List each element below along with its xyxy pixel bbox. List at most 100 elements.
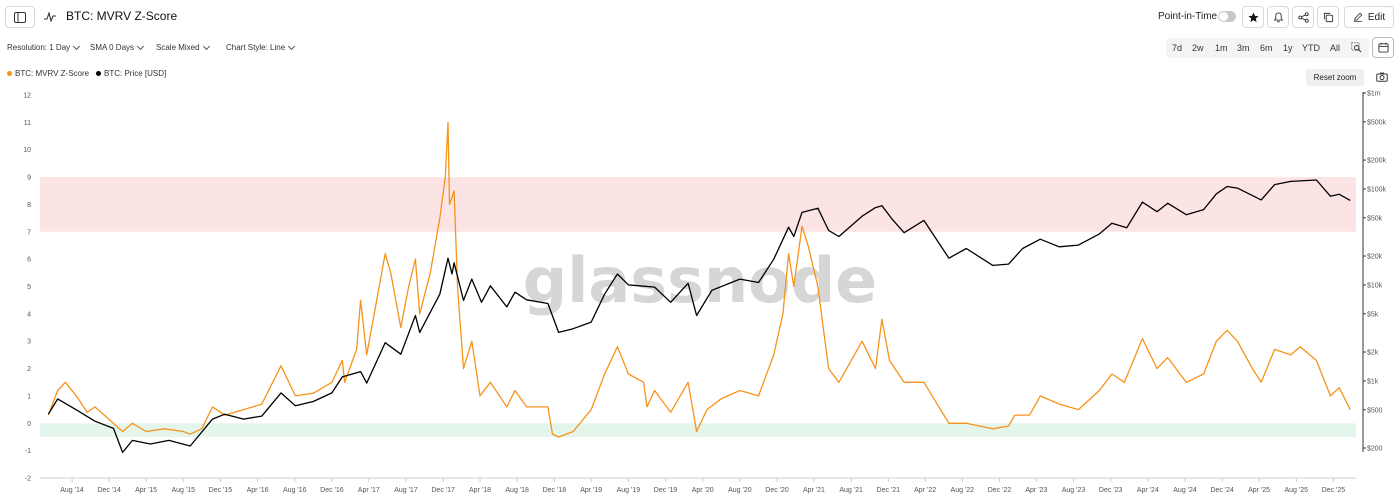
share-button[interactable]	[1292, 6, 1314, 28]
price-data-point	[1039, 238, 1042, 241]
zscore-data-point	[359, 299, 362, 302]
range-6m[interactable]: 6m	[1260, 43, 1273, 53]
zscore-data-point	[1349, 408, 1352, 411]
zscore-data-point	[86, 411, 89, 414]
zscore-data-point	[772, 353, 775, 356]
left-axis-tick-label: 7	[27, 229, 31, 236]
zscore-data-point	[429, 271, 432, 274]
price-data-point	[891, 218, 894, 221]
edit-button[interactable]: Edit	[1344, 6, 1394, 28]
x-axis-tick-label: Aug '14	[60, 487, 84, 494]
left-axis-tick-label: -2	[25, 476, 31, 483]
price-data-point	[1236, 187, 1239, 190]
bell-icon	[1273, 11, 1283, 22]
legend-item-price[interactable]: BTC: Price [USD]	[96, 69, 166, 78]
calendar-button[interactable]	[1372, 37, 1394, 58]
price-data-point	[1273, 183, 1276, 186]
zscore-data-point	[757, 394, 760, 397]
x-axis-tick-label: Dec '14	[97, 487, 121, 494]
zscore-data-point	[312, 392, 315, 395]
zscore-data-point	[888, 359, 891, 362]
price-data-point	[965, 247, 968, 250]
price-data-point	[525, 298, 528, 301]
right-axis-tick-label: $1m	[1367, 91, 1381, 98]
zscore-data-point	[121, 430, 124, 433]
price-data-point	[1329, 195, 1332, 198]
x-axis-tick-label: Aug '20	[728, 487, 752, 494]
page-title: BTC: MVRV Z-Score	[66, 9, 178, 23]
x-axis-tick-label: Apr '15	[135, 487, 157, 494]
range-7d[interactable]: 7d	[1172, 43, 1183, 53]
edit-button-label: Edit	[1367, 11, 1386, 23]
zscore-data-point	[695, 430, 698, 433]
legend-label-price: BTC: Price [USD]	[104, 69, 167, 78]
copy-button[interactable]	[1317, 6, 1339, 28]
x-axis-tick-label: Aug '25	[1284, 487, 1308, 494]
price-data-point	[922, 219, 925, 222]
zscore-data-point	[922, 381, 925, 384]
zscore-data-point	[1039, 394, 1042, 397]
zscore-series-line	[47, 121, 1351, 438]
x-axis-tick-label: Dec '25	[1322, 487, 1346, 494]
zscore-data-point	[1141, 337, 1144, 340]
legend-item-zscore[interactable]: BTC: MVRV Z-Score	[7, 69, 89, 78]
range-1y[interactable]: 1y	[1283, 43, 1293, 53]
price-data-point	[1226, 185, 1229, 188]
range-ytd[interactable]: YTD	[1302, 43, 1320, 53]
chart-style-dropdown[interactable]: Chart Style: Line	[226, 42, 296, 52]
zscore-data-point	[1273, 348, 1276, 351]
sidebar-toggle-button[interactable]	[5, 6, 35, 28]
zscore-data-point	[1215, 340, 1218, 343]
zscore-data-point	[603, 373, 606, 376]
zscore-data-point	[294, 394, 297, 397]
zscore-data-point	[1260, 381, 1263, 384]
price-data-point	[450, 273, 453, 276]
zscore-data-point	[64, 381, 67, 384]
favorite-button[interactable]	[1242, 6, 1264, 28]
reset-zoom-button[interactable]: Reset zoom	[1306, 69, 1364, 86]
price-data-point	[1077, 244, 1080, 247]
zscore-data-point	[414, 258, 417, 261]
x-axis-tick-label: Aug '23	[1062, 487, 1086, 494]
scale-dropdown[interactable]: Scale Mixed	[156, 42, 210, 52]
zoom-select-icon[interactable]	[1351, 42, 1362, 53]
price-data-point	[557, 331, 560, 334]
price-data-point	[1098, 232, 1101, 235]
sma-dropdown[interactable]: SMA 0 Days	[90, 42, 145, 52]
price-data-point	[947, 257, 950, 260]
price-data-point	[880, 204, 883, 207]
x-axis-tick-label: Apr '17	[358, 487, 380, 494]
zscore-data-point	[448, 203, 451, 206]
range-2w[interactable]: 2w	[1192, 43, 1204, 53]
zscore-data-point	[1013, 414, 1016, 417]
price-data-point	[1185, 213, 1188, 216]
zscore-data-point	[182, 430, 185, 433]
x-axis-tick-label: Dec '22	[988, 487, 1012, 494]
x-axis-tick-label: Aug '21	[839, 487, 863, 494]
zscore-data-point	[407, 285, 410, 288]
price-data-point	[572, 327, 575, 330]
price-data-point	[1215, 192, 1218, 195]
screenshot-button[interactable]	[1372, 69, 1392, 85]
zscore-data-point	[1166, 356, 1169, 359]
zscore-data-point	[260, 403, 263, 406]
price-data-point	[1260, 198, 1263, 201]
zscore-data-point	[1123, 381, 1126, 384]
price-data-point	[757, 281, 760, 284]
alert-button[interactable]	[1267, 6, 1289, 28]
point-in-time-toggle[interactable]	[1218, 11, 1236, 22]
price-series-line	[47, 179, 1351, 454]
range-all[interactable]: All	[1330, 43, 1341, 53]
range-3m[interactable]: 3m	[1237, 43, 1250, 53]
zscore-data-point	[551, 433, 554, 436]
x-axis-tick-label: Apr '20	[692, 487, 714, 494]
price-data-point	[462, 299, 465, 302]
legend-label-zscore: BTC: MVRV Z-Score	[15, 69, 90, 78]
range-1m[interactable]: 1m	[1215, 43, 1228, 53]
zscore-data-point	[827, 367, 830, 370]
price-data-point	[1289, 180, 1292, 183]
resolution-dropdown[interactable]: Resolution: 1 Day	[7, 42, 81, 52]
price-data-point	[149, 443, 152, 446]
price-data-point	[903, 231, 906, 234]
